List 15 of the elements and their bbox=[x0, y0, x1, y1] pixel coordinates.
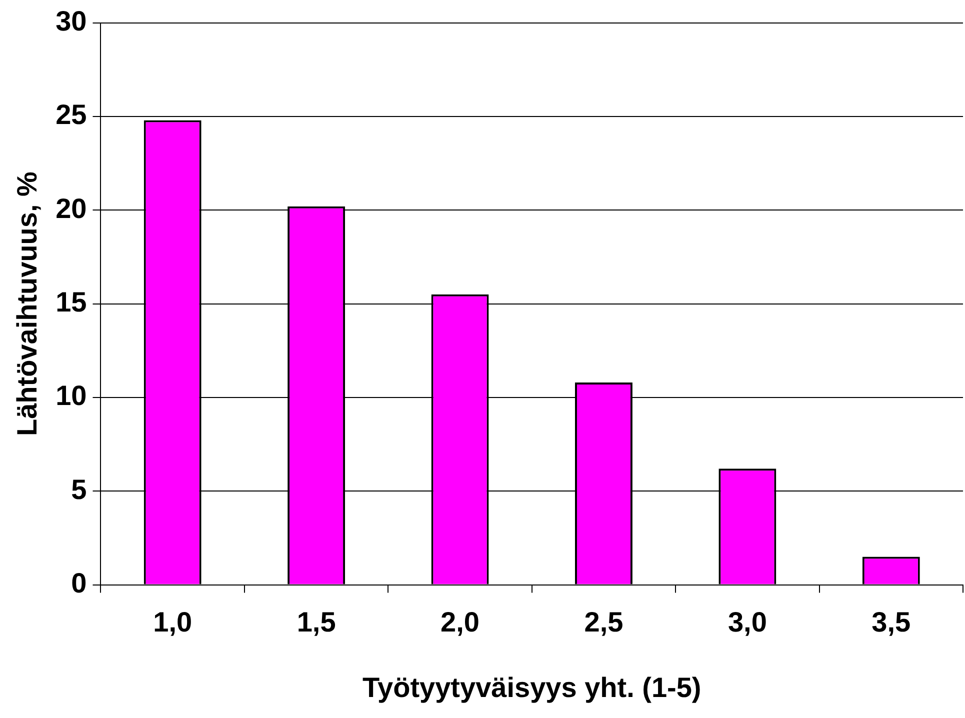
y-tick-label: 5 bbox=[71, 474, 87, 505]
x-tick-label: 1,0 bbox=[153, 606, 192, 638]
x-tick-label: 2,5 bbox=[584, 606, 624, 638]
x-tick-label: 3,5 bbox=[872, 606, 911, 638]
y-tick-label: 30 bbox=[56, 6, 87, 37]
y-tick-label: 0 bbox=[71, 568, 87, 599]
x-tick-label: 2,0 bbox=[440, 606, 480, 638]
y-axis-title: Lähtövaihtuvuus, % bbox=[12, 171, 43, 436]
x-tick-label: 3,0 bbox=[728, 606, 767, 638]
y-tick-label: 25 bbox=[56, 99, 87, 130]
x-axis-title: Työtyytyväisyys yht. (1-5) bbox=[362, 672, 702, 703]
y-tick-label: 15 bbox=[56, 286, 87, 318]
y-tick-label: 20 bbox=[56, 192, 87, 224]
y-tick-label: 10 bbox=[56, 380, 87, 412]
x-tick-label: 1,5 bbox=[296, 606, 336, 638]
